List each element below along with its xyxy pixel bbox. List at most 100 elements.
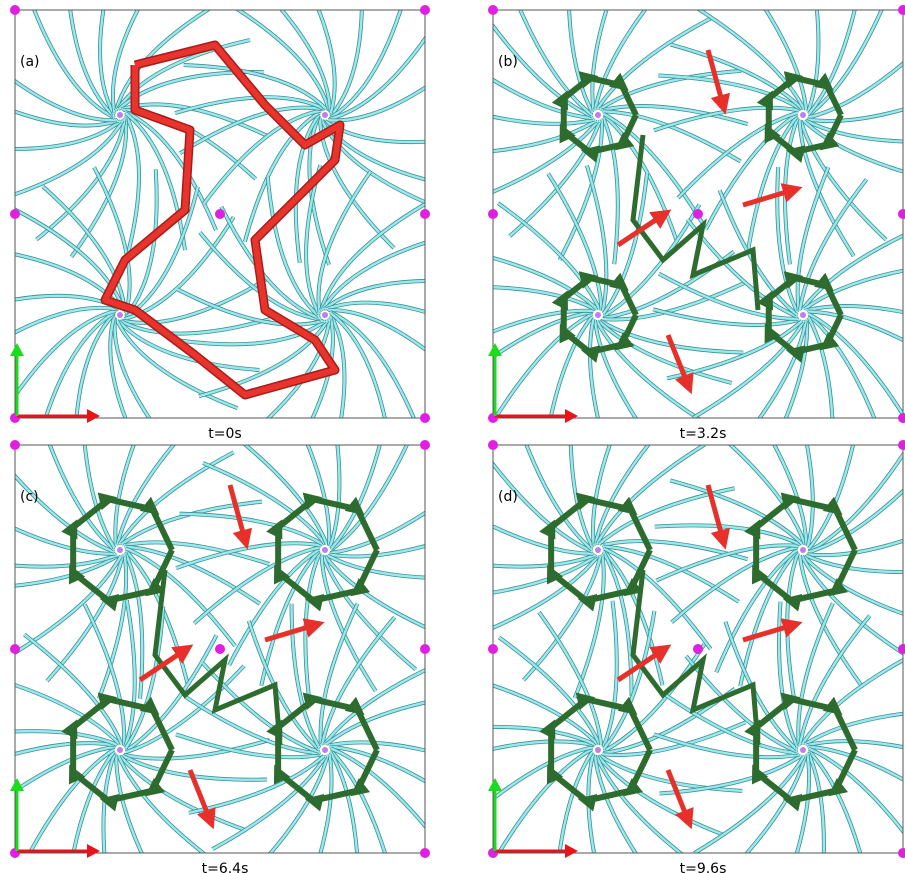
vortex-core bbox=[800, 312, 806, 318]
streamline bbox=[325, 121, 474, 142]
streamline-outline bbox=[23, 749, 114, 864]
corner-dot bbox=[488, 644, 498, 654]
streamline-outline bbox=[803, 226, 905, 309]
streamline bbox=[806, 120, 905, 141]
streamline bbox=[805, 710, 905, 745]
time-caption: t=6.4s bbox=[202, 861, 249, 873]
streamline-outline bbox=[809, 411, 860, 549]
corner-dot bbox=[898, 209, 905, 219]
vortex-core bbox=[117, 312, 123, 318]
streamline-outline bbox=[809, 315, 883, 441]
streamline bbox=[809, 411, 860, 549]
corner-dot bbox=[898, 440, 905, 450]
streamline bbox=[808, 38, 905, 117]
streamline bbox=[82, 405, 114, 548]
corner-dot bbox=[215, 209, 225, 219]
corner-dot bbox=[215, 644, 225, 654]
time-caption: t=3.2s bbox=[680, 426, 727, 442]
field bbox=[0, 0, 474, 465]
corner-dot bbox=[420, 644, 430, 654]
streamline bbox=[327, 555, 472, 578]
vortex-core bbox=[322, 747, 328, 753]
corner-dot bbox=[898, 5, 905, 15]
streamline bbox=[803, 226, 905, 309]
vortex-core bbox=[322, 547, 328, 553]
streamline bbox=[75, 314, 115, 458]
streamline-outline bbox=[670, 480, 802, 544]
streamline bbox=[809, 445, 905, 552]
corner-dot bbox=[10, 644, 20, 654]
time-caption: t=9.6s bbox=[680, 861, 727, 873]
streamline-outline bbox=[82, 405, 114, 548]
red-arrow bbox=[265, 625, 315, 640]
corner-dot bbox=[693, 644, 703, 654]
corner-dot bbox=[420, 413, 430, 423]
panel-label: (a) bbox=[20, 54, 40, 70]
corner-dot bbox=[420, 5, 430, 15]
corner-dot bbox=[10, 209, 20, 219]
axis-x-head bbox=[87, 844, 100, 858]
vortex-core bbox=[595, 112, 601, 118]
axis-y-head bbox=[10, 343, 24, 356]
corner-dot bbox=[420, 848, 430, 858]
time-caption: t=0s bbox=[208, 426, 241, 442]
panel-label: (d) bbox=[498, 489, 518, 505]
field bbox=[0, 400, 474, 873]
corner-dot bbox=[488, 5, 498, 15]
streamline-outline bbox=[809, 445, 905, 552]
streamline-outline bbox=[804, 121, 905, 181]
corner-dot bbox=[10, 5, 20, 15]
streamline bbox=[670, 480, 802, 544]
streamline-outline bbox=[802, 653, 905, 744]
streamline-outline bbox=[809, 751, 869, 873]
streamline-outline bbox=[321, 204, 425, 311]
streamline bbox=[597, 18, 712, 109]
streamline-outline bbox=[808, 38, 905, 117]
panel: (d) t=9.6s bbox=[448, 400, 905, 873]
panel-label: (b) bbox=[498, 54, 518, 70]
vortex-core bbox=[595, 312, 601, 318]
streamline bbox=[23, 749, 114, 864]
streamline bbox=[809, 315, 883, 441]
panel: (b) t=3.2s bbox=[448, 0, 905, 464]
vortex-core bbox=[117, 112, 123, 118]
streamline-outline bbox=[798, 167, 829, 311]
axis-x-head bbox=[565, 844, 578, 858]
panel-label: (c) bbox=[20, 489, 39, 505]
axis-x-head bbox=[565, 409, 578, 423]
vortex-core bbox=[800, 747, 806, 753]
streamline bbox=[809, 751, 869, 873]
axis-y-head bbox=[488, 778, 502, 791]
axis-x-head bbox=[87, 409, 100, 423]
streamline bbox=[804, 121, 905, 181]
streamline bbox=[321, 204, 425, 311]
figure: (a) t=0s (b) t=3.2s (c) t=6.4s (d) t=9.6s bbox=[0, 0, 905, 873]
corner-dot bbox=[10, 440, 20, 450]
streamline bbox=[306, 754, 332, 873]
red-arrow bbox=[140, 650, 185, 680]
streamline-outline bbox=[806, 120, 905, 141]
streamline-outline bbox=[694, 756, 804, 853]
vortex-core bbox=[800, 547, 806, 553]
streamline-outline bbox=[597, 18, 712, 109]
corner-dot bbox=[420, 440, 430, 450]
corner-dot bbox=[420, 209, 430, 219]
vortex-core bbox=[595, 547, 601, 553]
streamline bbox=[798, 167, 829, 311]
streamline bbox=[694, 756, 804, 853]
vortex-core bbox=[322, 112, 328, 118]
panel: (c) t=6.4s bbox=[0, 400, 474, 873]
field bbox=[448, 400, 905, 873]
vortex-core bbox=[800, 112, 806, 118]
red-arrow bbox=[230, 485, 245, 540]
corner-dot bbox=[488, 209, 498, 219]
vortex-core bbox=[117, 747, 123, 753]
axis-y-head bbox=[488, 343, 502, 356]
vortex-core bbox=[117, 547, 123, 553]
vortex-core bbox=[322, 312, 328, 318]
corner-dot bbox=[488, 440, 498, 450]
vortex-core bbox=[595, 747, 601, 753]
panel: (a) t=0s bbox=[0, 0, 474, 465]
corner-dot bbox=[898, 848, 905, 858]
corner-dot bbox=[898, 413, 905, 423]
